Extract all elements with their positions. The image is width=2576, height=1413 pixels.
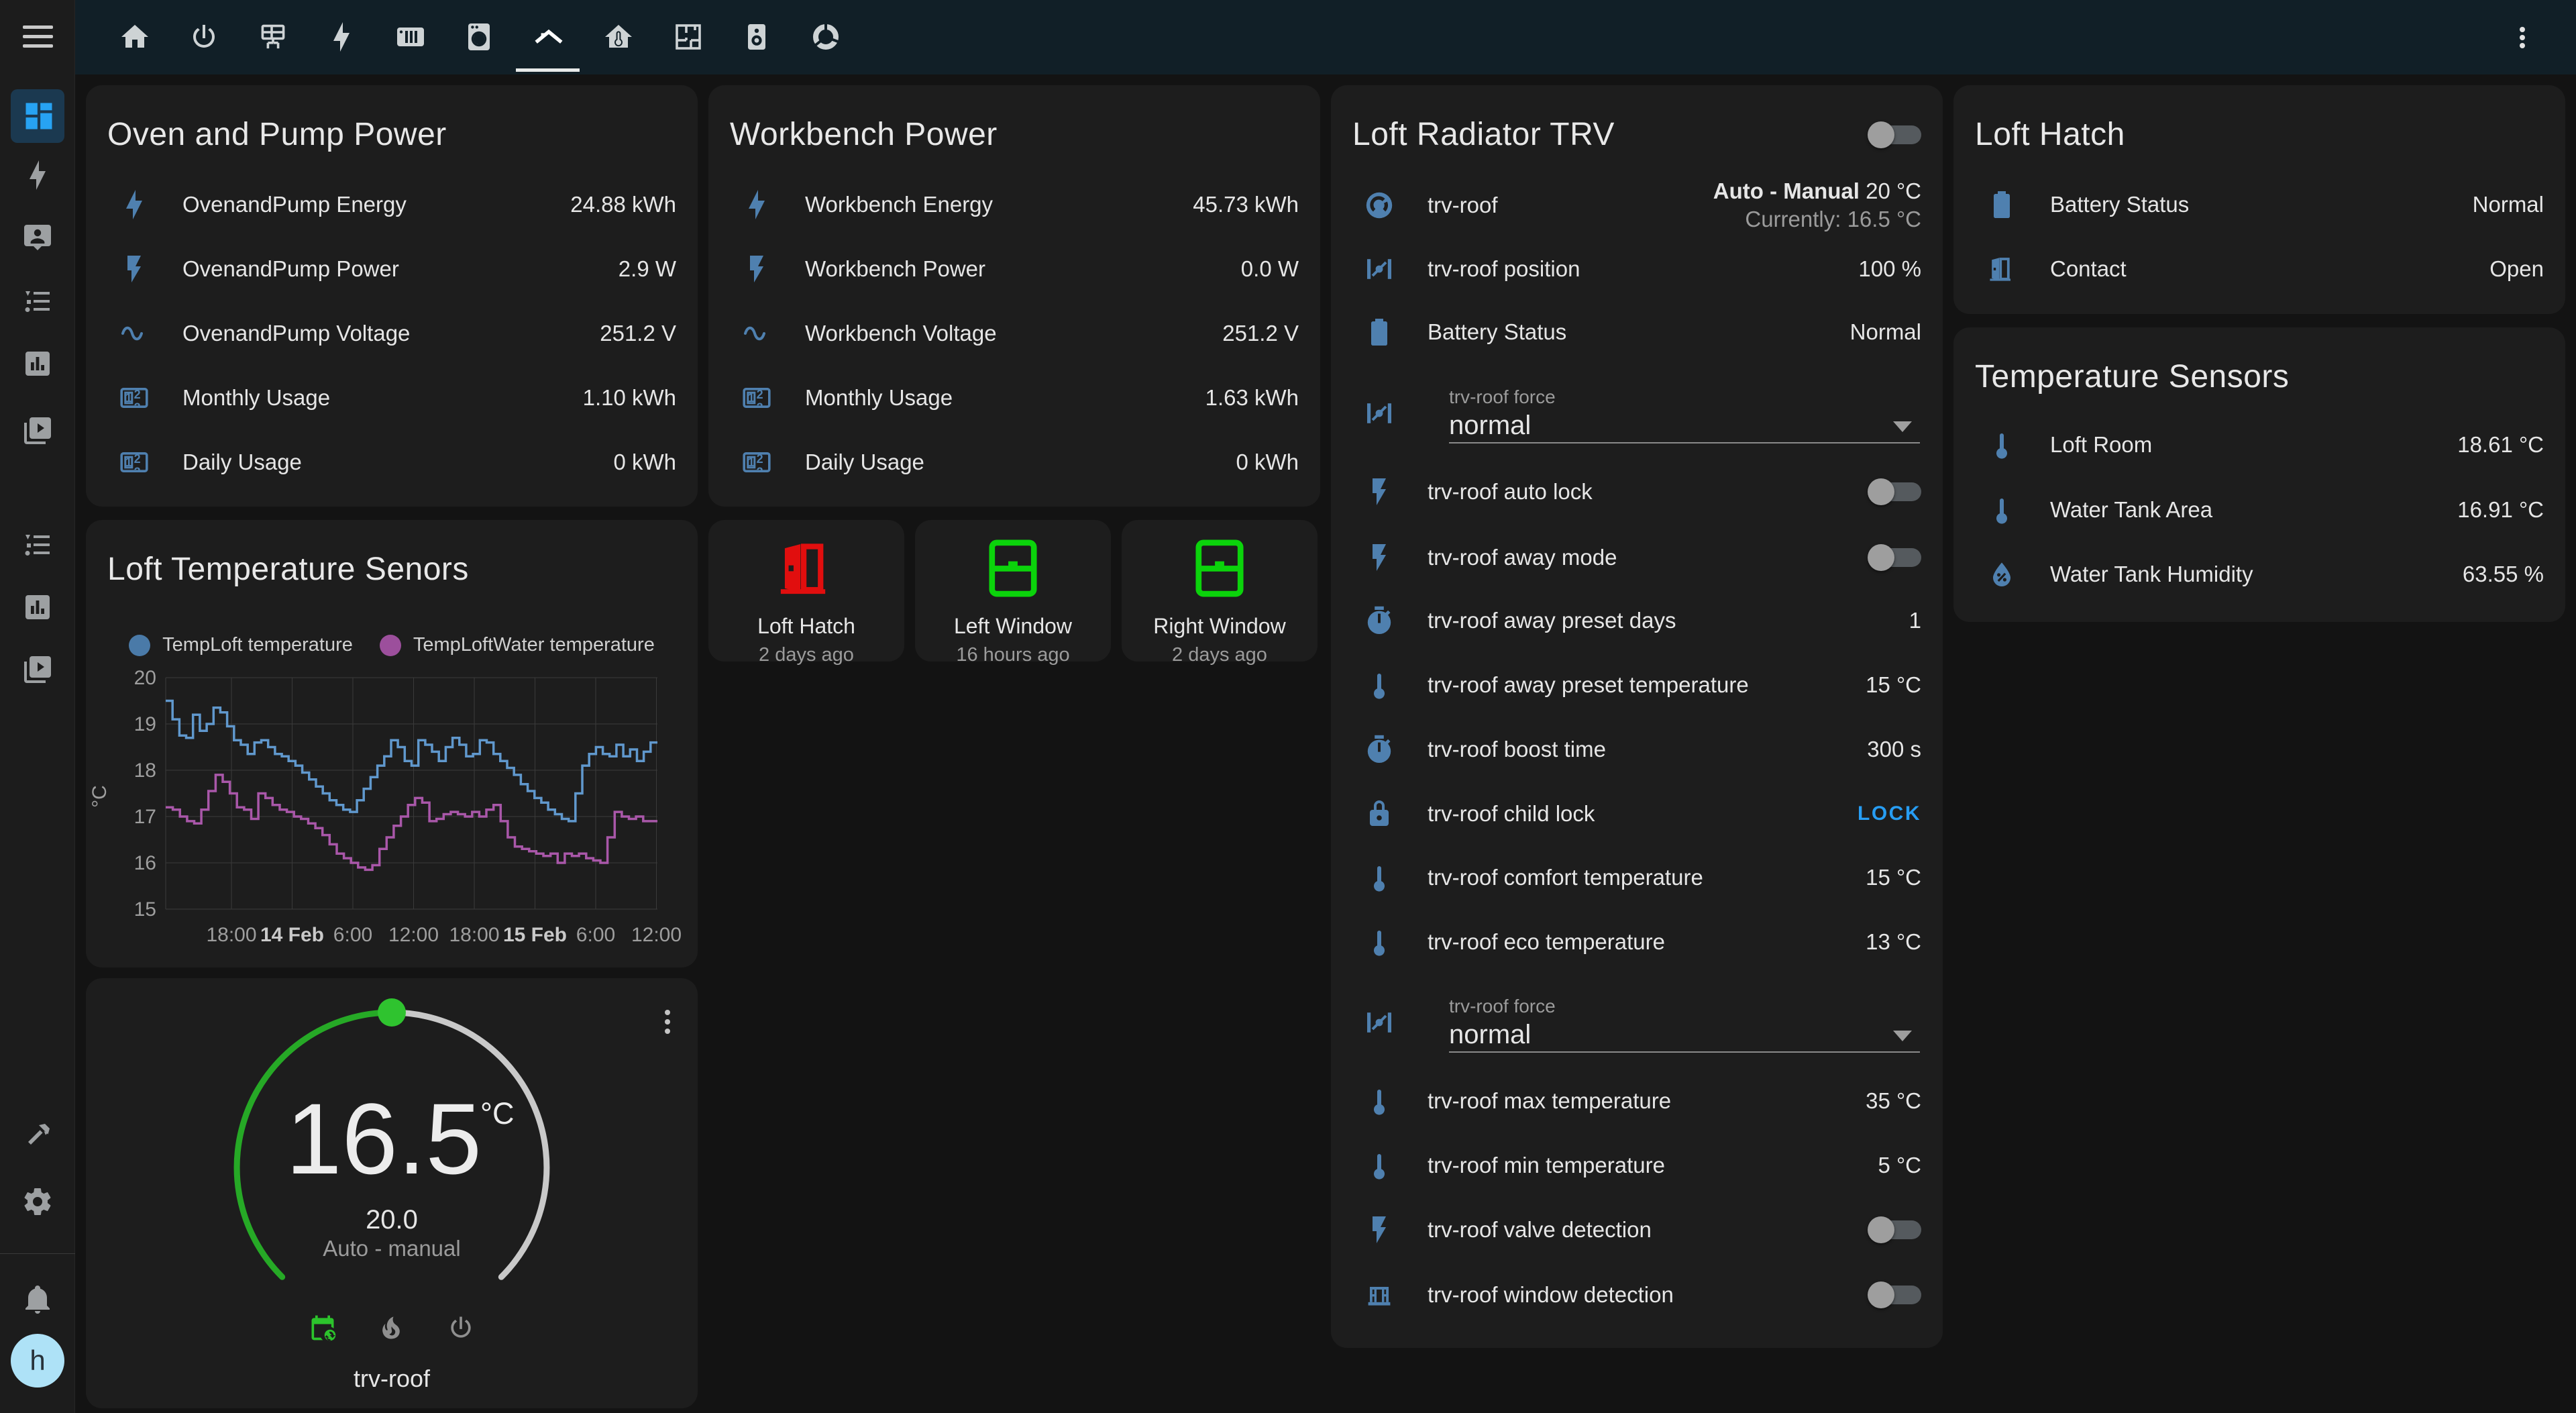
svg-text:19: 19: [134, 713, 156, 735]
svg-text:12:00: 12:00: [631, 924, 682, 946]
svg-text:18:00: 18:00: [449, 924, 499, 946]
svg-text:20: 20: [134, 667, 156, 689]
svg-text:12:00: 12:00: [388, 924, 439, 946]
svg-text:3: 3: [134, 466, 141, 478]
svg-text:1: 1: [125, 391, 132, 405]
svg-text:2: 2: [134, 452, 141, 466]
svg-text:1: 1: [125, 456, 132, 469]
svg-text:°C: °C: [89, 785, 111, 808]
svg-text:3: 3: [757, 401, 763, 414]
svg-text:6:00: 6:00: [576, 924, 615, 946]
svg-text:15 Feb: 15 Feb: [503, 924, 567, 946]
svg-text:2: 2: [757, 388, 763, 401]
svg-text:2: 2: [757, 452, 763, 466]
svg-text:14 Feb: 14 Feb: [260, 924, 324, 946]
svg-text:3: 3: [757, 466, 763, 478]
svg-text:6:00: 6:00: [333, 924, 372, 946]
svg-text:15: 15: [134, 898, 156, 921]
svg-text:1: 1: [748, 391, 755, 405]
svg-text:18:00: 18:00: [206, 924, 256, 946]
svg-text:2: 2: [134, 388, 141, 401]
svg-text:18: 18: [134, 760, 156, 782]
svg-text:16: 16: [134, 852, 156, 874]
svg-text:17: 17: [134, 806, 156, 828]
svg-text:1: 1: [748, 456, 755, 469]
svg-text:3: 3: [134, 401, 141, 414]
